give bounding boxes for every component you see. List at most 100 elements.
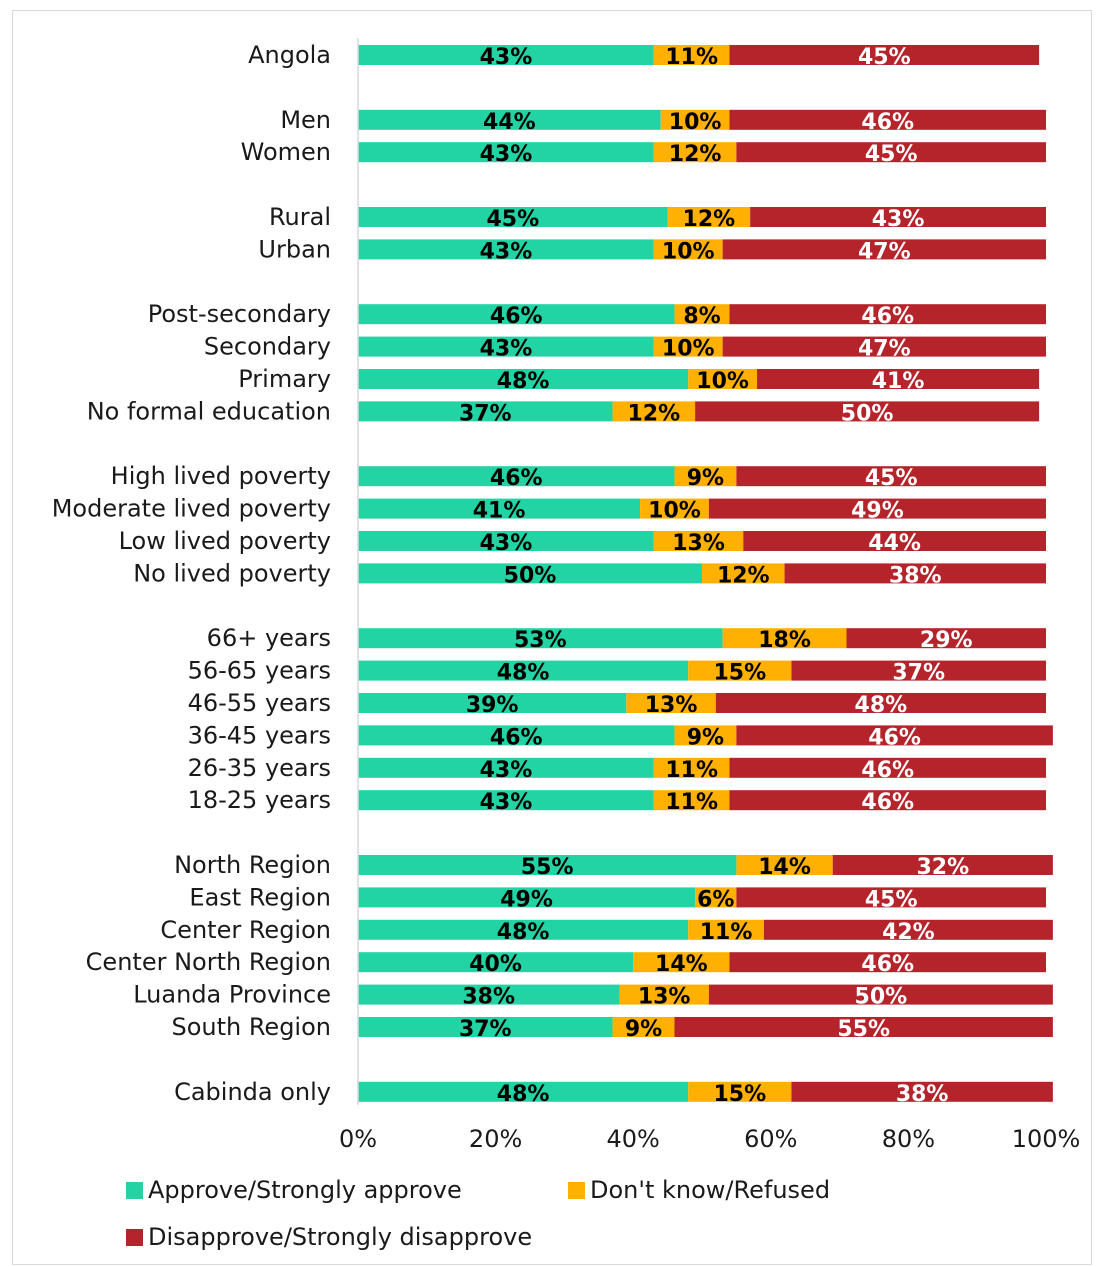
category-label: Urban <box>258 235 331 263</box>
data-label: 11% <box>665 45 718 70</box>
data-label: 41% <box>473 499 526 524</box>
bar-segment <box>619 984 709 1005</box>
legend-swatch-approve <box>126 1181 143 1199</box>
bar-segment <box>708 984 1053 1005</box>
bar-segment <box>358 239 654 260</box>
data-label: 45% <box>486 207 539 232</box>
data-label: 42% <box>882 920 935 945</box>
bar-segment <box>729 952 1046 973</box>
data-label: 6% <box>697 887 734 912</box>
bar-segment <box>791 660 1046 681</box>
data-label: 39% <box>466 693 519 718</box>
bar-segment <box>653 336 723 357</box>
legend-item-disapprove: Disapprove/Strongly disapprove <box>126 1223 532 1251</box>
bar-segment <box>358 466 675 487</box>
data-label: 32% <box>916 855 969 880</box>
bar-segment <box>358 984 620 1005</box>
x-axis-ticks: 0% 20% 40% 60% 80% 100% <box>339 1125 1080 1153</box>
data-label: 47% <box>858 239 911 264</box>
data-label: 46% <box>861 952 914 977</box>
bar-segment <box>358 757 654 778</box>
bar-segment <box>708 498 1046 519</box>
bar-segment <box>358 887 696 908</box>
data-label: 55% <box>837 1017 890 1042</box>
category-label: No formal education <box>87 397 331 425</box>
data-label: 43% <box>480 45 533 70</box>
data-label: 50% <box>841 401 894 426</box>
category-label: Men <box>280 106 331 134</box>
bar-segment <box>640 498 709 519</box>
data-label: 43% <box>480 142 533 167</box>
data-label: 13% <box>672 531 725 556</box>
x-tick-label: 80% <box>882 1125 935 1153</box>
bar-segment <box>736 725 1053 746</box>
data-label: 43% <box>480 337 533 362</box>
data-label: 38% <box>896 1082 949 1107</box>
bar-segment <box>653 239 723 260</box>
bar-segment <box>674 1017 1053 1037</box>
legend-swatch-dont-know <box>568 1181 585 1199</box>
data-label: 43% <box>480 758 533 783</box>
bar-segment <box>633 952 730 973</box>
category-label: North Region <box>174 851 331 879</box>
bar-segment <box>729 304 1046 325</box>
data-label: 11% <box>665 758 718 783</box>
bar-segment <box>674 466 737 487</box>
category-label: Center North Region <box>86 948 331 976</box>
data-label: 43% <box>480 790 533 815</box>
bar-segment <box>358 207 668 227</box>
data-label: 12% <box>669 142 722 167</box>
bar-segment <box>358 952 634 973</box>
legend-swatch-disapprove <box>126 1228 143 1246</box>
bar-segment <box>358 336 654 357</box>
bar-segment <box>784 563 1046 584</box>
data-label: 49% <box>500 887 553 912</box>
data-label: 10% <box>648 499 701 524</box>
bar-segment <box>722 239 1046 260</box>
data-label: 13% <box>645 693 698 718</box>
data-label: 12% <box>628 401 681 426</box>
bar-segment <box>358 401 613 422</box>
bar-segment <box>358 109 661 130</box>
bar-segment <box>358 855 737 875</box>
data-label: 48% <box>497 920 550 945</box>
data-label: 44% <box>868 531 921 556</box>
category-label: High lived poverty <box>111 462 331 490</box>
bar-segment <box>695 401 1040 422</box>
x-tick-label: 0% <box>339 1125 377 1153</box>
bar-segment <box>736 887 1046 908</box>
data-label: 10% <box>669 110 722 135</box>
category-label: Rural <box>269 203 331 231</box>
bar-segment <box>667 207 751 227</box>
category-label: Primary <box>238 365 331 393</box>
bar-segment <box>674 304 730 325</box>
x-tick-label: 40% <box>607 1125 660 1153</box>
category-label: 36-45 years <box>188 721 331 749</box>
bar-segment <box>688 369 758 389</box>
category-label: 56-65 years <box>188 657 331 685</box>
legend-label-dont-know: Don't know/Refused <box>590 1176 831 1204</box>
data-label: 14% <box>758 855 811 880</box>
data-label: 11% <box>665 790 718 815</box>
bar-segment <box>612 401 696 422</box>
bar-segment <box>358 628 723 649</box>
category-label: Women <box>241 138 331 166</box>
bar-segment <box>846 628 1046 649</box>
bar-segment <box>722 628 847 649</box>
data-label: 46% <box>490 725 543 750</box>
bar-segment <box>729 45 1040 65</box>
bar-segment <box>653 531 744 551</box>
data-label: 13% <box>638 985 691 1010</box>
data-label: 45% <box>865 887 918 912</box>
data-label: 48% <box>497 661 550 686</box>
data-label: 48% <box>497 1082 550 1107</box>
category-label: Angola <box>248 41 331 69</box>
bars: 43% 11% 45% 44% 10% 46% 43% 12% 45% 45% 12% 43% 43% 1… <box>358 45 1053 1107</box>
category-label: Luanda Province <box>133 981 331 1009</box>
data-label: 50% <box>855 985 908 1010</box>
bar-segment <box>688 1081 792 1102</box>
category-label: Post-secondary <box>148 300 331 328</box>
data-label: 46% <box>490 304 543 329</box>
category-label: East Region <box>189 883 331 911</box>
data-label: 46% <box>490 466 543 491</box>
